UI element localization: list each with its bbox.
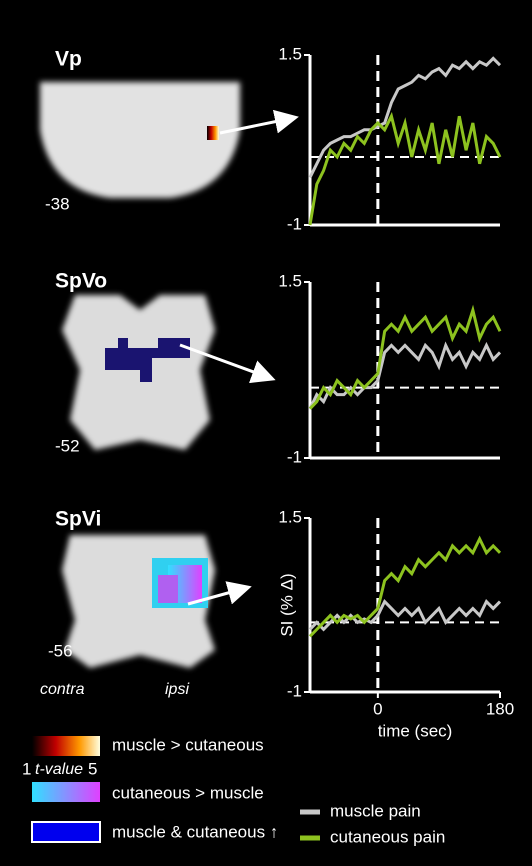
legend-entry: muscle pain (330, 801, 421, 820)
colorbar-title: t-value (35, 761, 83, 778)
legend-text: cutaneous > muscle (112, 783, 264, 802)
figure: Vp -38 SpVo -52 SpVi -56 contra ipsi mus… (0, 0, 532, 866)
orientation-right: ipsi (165, 681, 189, 698)
y-tick-label: 1.5 (278, 271, 302, 290)
y-tick-label: 1.5 (278, 507, 302, 526)
colorbar-max: 5 (88, 759, 97, 778)
legend-text: muscle & cutaneous ↑ (112, 822, 278, 841)
x-tick-label: 0 (373, 699, 382, 718)
slice-spvo (62, 295, 270, 450)
slice-number: -38 (45, 194, 70, 213)
colorbar-hot (32, 736, 100, 756)
y-tick-label: -1 (287, 447, 302, 466)
series-line (310, 602, 500, 630)
colorbar-min: 1 (22, 759, 31, 778)
slice-number: -52 (55, 436, 80, 455)
legend-entry: cutaneous pain (330, 827, 445, 846)
panel-label: SpVi (55, 508, 101, 531)
y-tick-label: -1 (287, 214, 302, 233)
slice-vp (40, 82, 293, 198)
slice-number: -56 (48, 641, 73, 660)
series-line (310, 116, 500, 225)
slice-spvi (62, 535, 246, 668)
series-line (310, 345, 500, 408)
y-tick-label: 1.5 (278, 44, 302, 63)
panel-label: SpVo (55, 270, 107, 293)
y-tick-label: -1 (287, 681, 302, 700)
y-axis-label: SI (% Δ) (277, 573, 296, 636)
colorbar-cool (32, 782, 100, 802)
x-tick-label: 180 (486, 699, 514, 718)
x-axis-label: time (sec) (378, 721, 453, 740)
series-line (310, 58, 500, 177)
legend-text: muscle > cutaneous (112, 735, 264, 754)
orientation-left: contra (40, 681, 85, 698)
panel-label: Vp (55, 48, 82, 71)
legend-box (32, 822, 100, 842)
